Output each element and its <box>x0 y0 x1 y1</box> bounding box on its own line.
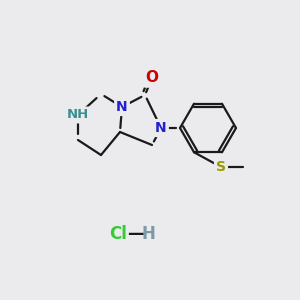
Text: O: O <box>146 70 158 86</box>
Text: H: H <box>141 225 155 243</box>
Text: NH: NH <box>67 109 89 122</box>
Text: N: N <box>116 100 128 114</box>
Text: S: S <box>216 160 226 174</box>
Text: —: — <box>127 225 143 243</box>
Text: Cl: Cl <box>109 225 127 243</box>
Text: N: N <box>155 121 167 135</box>
